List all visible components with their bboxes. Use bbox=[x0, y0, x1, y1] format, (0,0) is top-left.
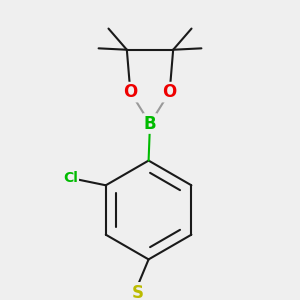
Text: O: O bbox=[123, 83, 137, 101]
Text: Cl: Cl bbox=[63, 171, 78, 185]
Text: S: S bbox=[131, 284, 143, 300]
Text: B: B bbox=[144, 115, 156, 133]
Text: O: O bbox=[163, 83, 177, 101]
